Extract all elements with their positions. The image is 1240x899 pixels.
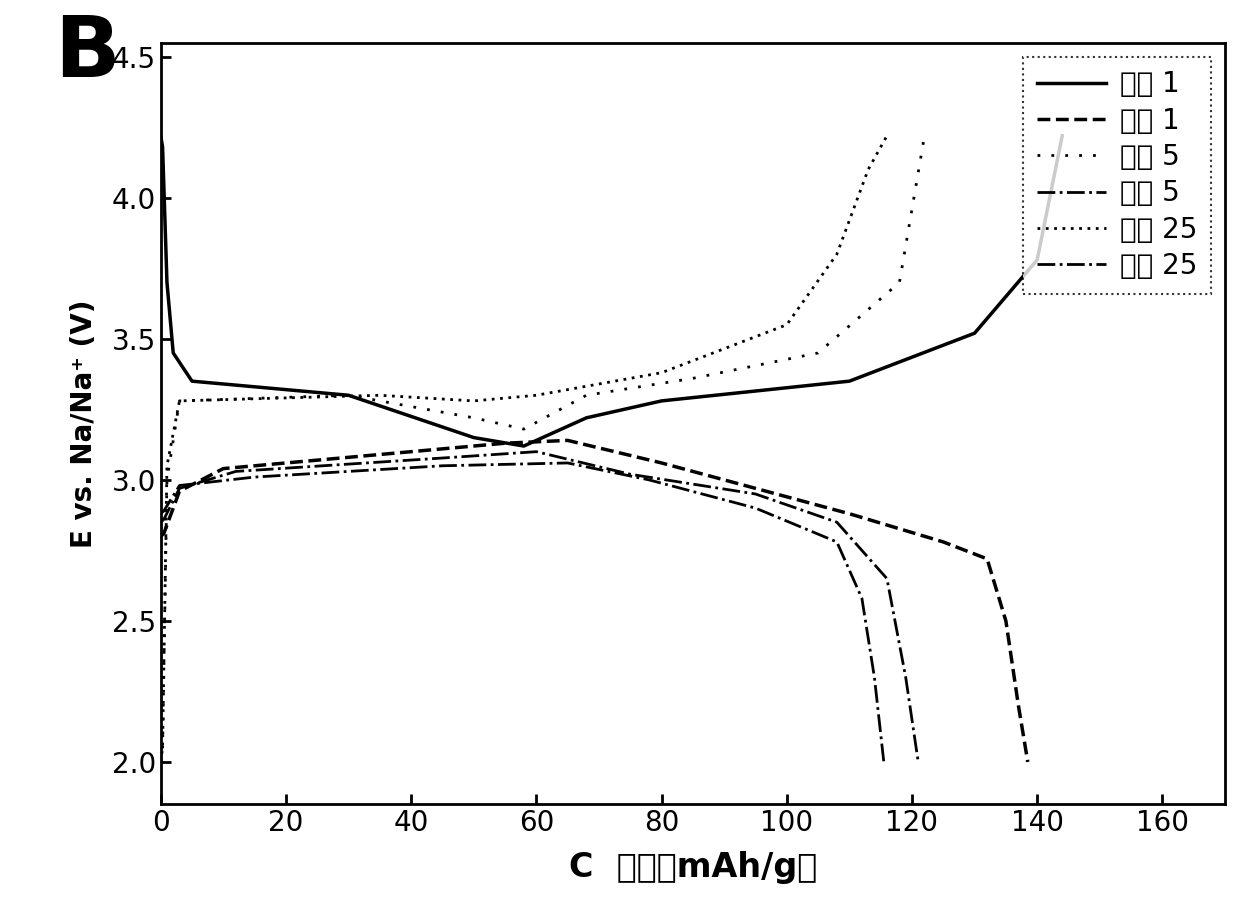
放电 1 xyxy=(300,456,315,467)
放电 25 xyxy=(161,497,176,508)
放电 25 xyxy=(560,458,575,468)
放电 25 xyxy=(154,508,169,519)
充电 5 xyxy=(263,393,278,404)
放电 1 xyxy=(641,454,656,465)
放电 5 xyxy=(260,464,275,475)
放电 1 xyxy=(560,435,575,446)
充电 1 xyxy=(921,345,936,356)
充电 1 xyxy=(154,130,169,141)
充电 25 xyxy=(588,379,603,390)
充电 5 xyxy=(686,373,701,384)
充电 1 xyxy=(1055,130,1070,141)
放电 5 xyxy=(154,517,169,528)
充电 1 xyxy=(748,386,763,396)
Line: 充电 1: 充电 1 xyxy=(161,136,1063,446)
放电 5 xyxy=(879,574,894,584)
充电 25 xyxy=(773,322,787,333)
充电 5 xyxy=(544,409,559,420)
放电 25 xyxy=(305,468,320,479)
Line: 充电 25: 充电 25 xyxy=(161,136,887,762)
放电 25 xyxy=(567,459,582,470)
充电 5 xyxy=(884,283,899,294)
Line: 放电 5: 放电 5 xyxy=(161,451,919,762)
充电 1 xyxy=(613,405,627,415)
充电 1 xyxy=(967,328,982,339)
充电 25 xyxy=(836,232,851,243)
充电 5 xyxy=(818,341,833,352)
Y-axis label: E vs. Na/Na⁺ (V): E vs. Na/Na⁺ (V) xyxy=(69,299,98,547)
充电 25 xyxy=(551,386,565,396)
放电 5 xyxy=(404,455,419,466)
充电 25 xyxy=(154,757,169,768)
X-axis label: C  容量（mAh/g）: C 容量（mAh/g） xyxy=(569,851,817,884)
放电 5 xyxy=(286,462,301,473)
放电 5 xyxy=(884,598,899,609)
充电 25 xyxy=(536,388,551,399)
充电 1 xyxy=(212,378,227,389)
放电 1 xyxy=(417,445,432,456)
充电 1 xyxy=(655,396,670,406)
放电 5 xyxy=(164,501,179,512)
放电 5 xyxy=(529,446,544,457)
Line: 放电 25: 放电 25 xyxy=(161,463,884,762)
放电 25 xyxy=(507,458,522,469)
Line: 放电 1: 放电 1 xyxy=(161,441,1028,762)
放电 25 xyxy=(815,530,830,541)
充电 25 xyxy=(879,130,894,141)
放电 1 xyxy=(748,483,763,494)
充电 5 xyxy=(516,423,531,434)
放电 25 xyxy=(740,501,755,512)
放电 5 xyxy=(911,757,926,768)
充电 5 xyxy=(154,757,169,768)
放电 1 xyxy=(1021,757,1035,768)
Text: B: B xyxy=(55,13,120,95)
放电 1 xyxy=(154,531,169,542)
充电 1 xyxy=(516,441,531,451)
放电 1 xyxy=(884,521,899,532)
Legend: 充电 1, 放电 1, 充电 5, 放电 5, 充电 25, 放电 25: 充电 1, 放电 1, 充电 5, 放电 5, 充电 25, 放电 25 xyxy=(1023,57,1211,294)
放电 25 xyxy=(877,757,892,768)
充电 5 xyxy=(918,130,932,141)
Line: 充电 5: 充电 5 xyxy=(161,136,925,762)
放电 1 xyxy=(458,441,472,452)
充电 25 xyxy=(157,601,172,612)
